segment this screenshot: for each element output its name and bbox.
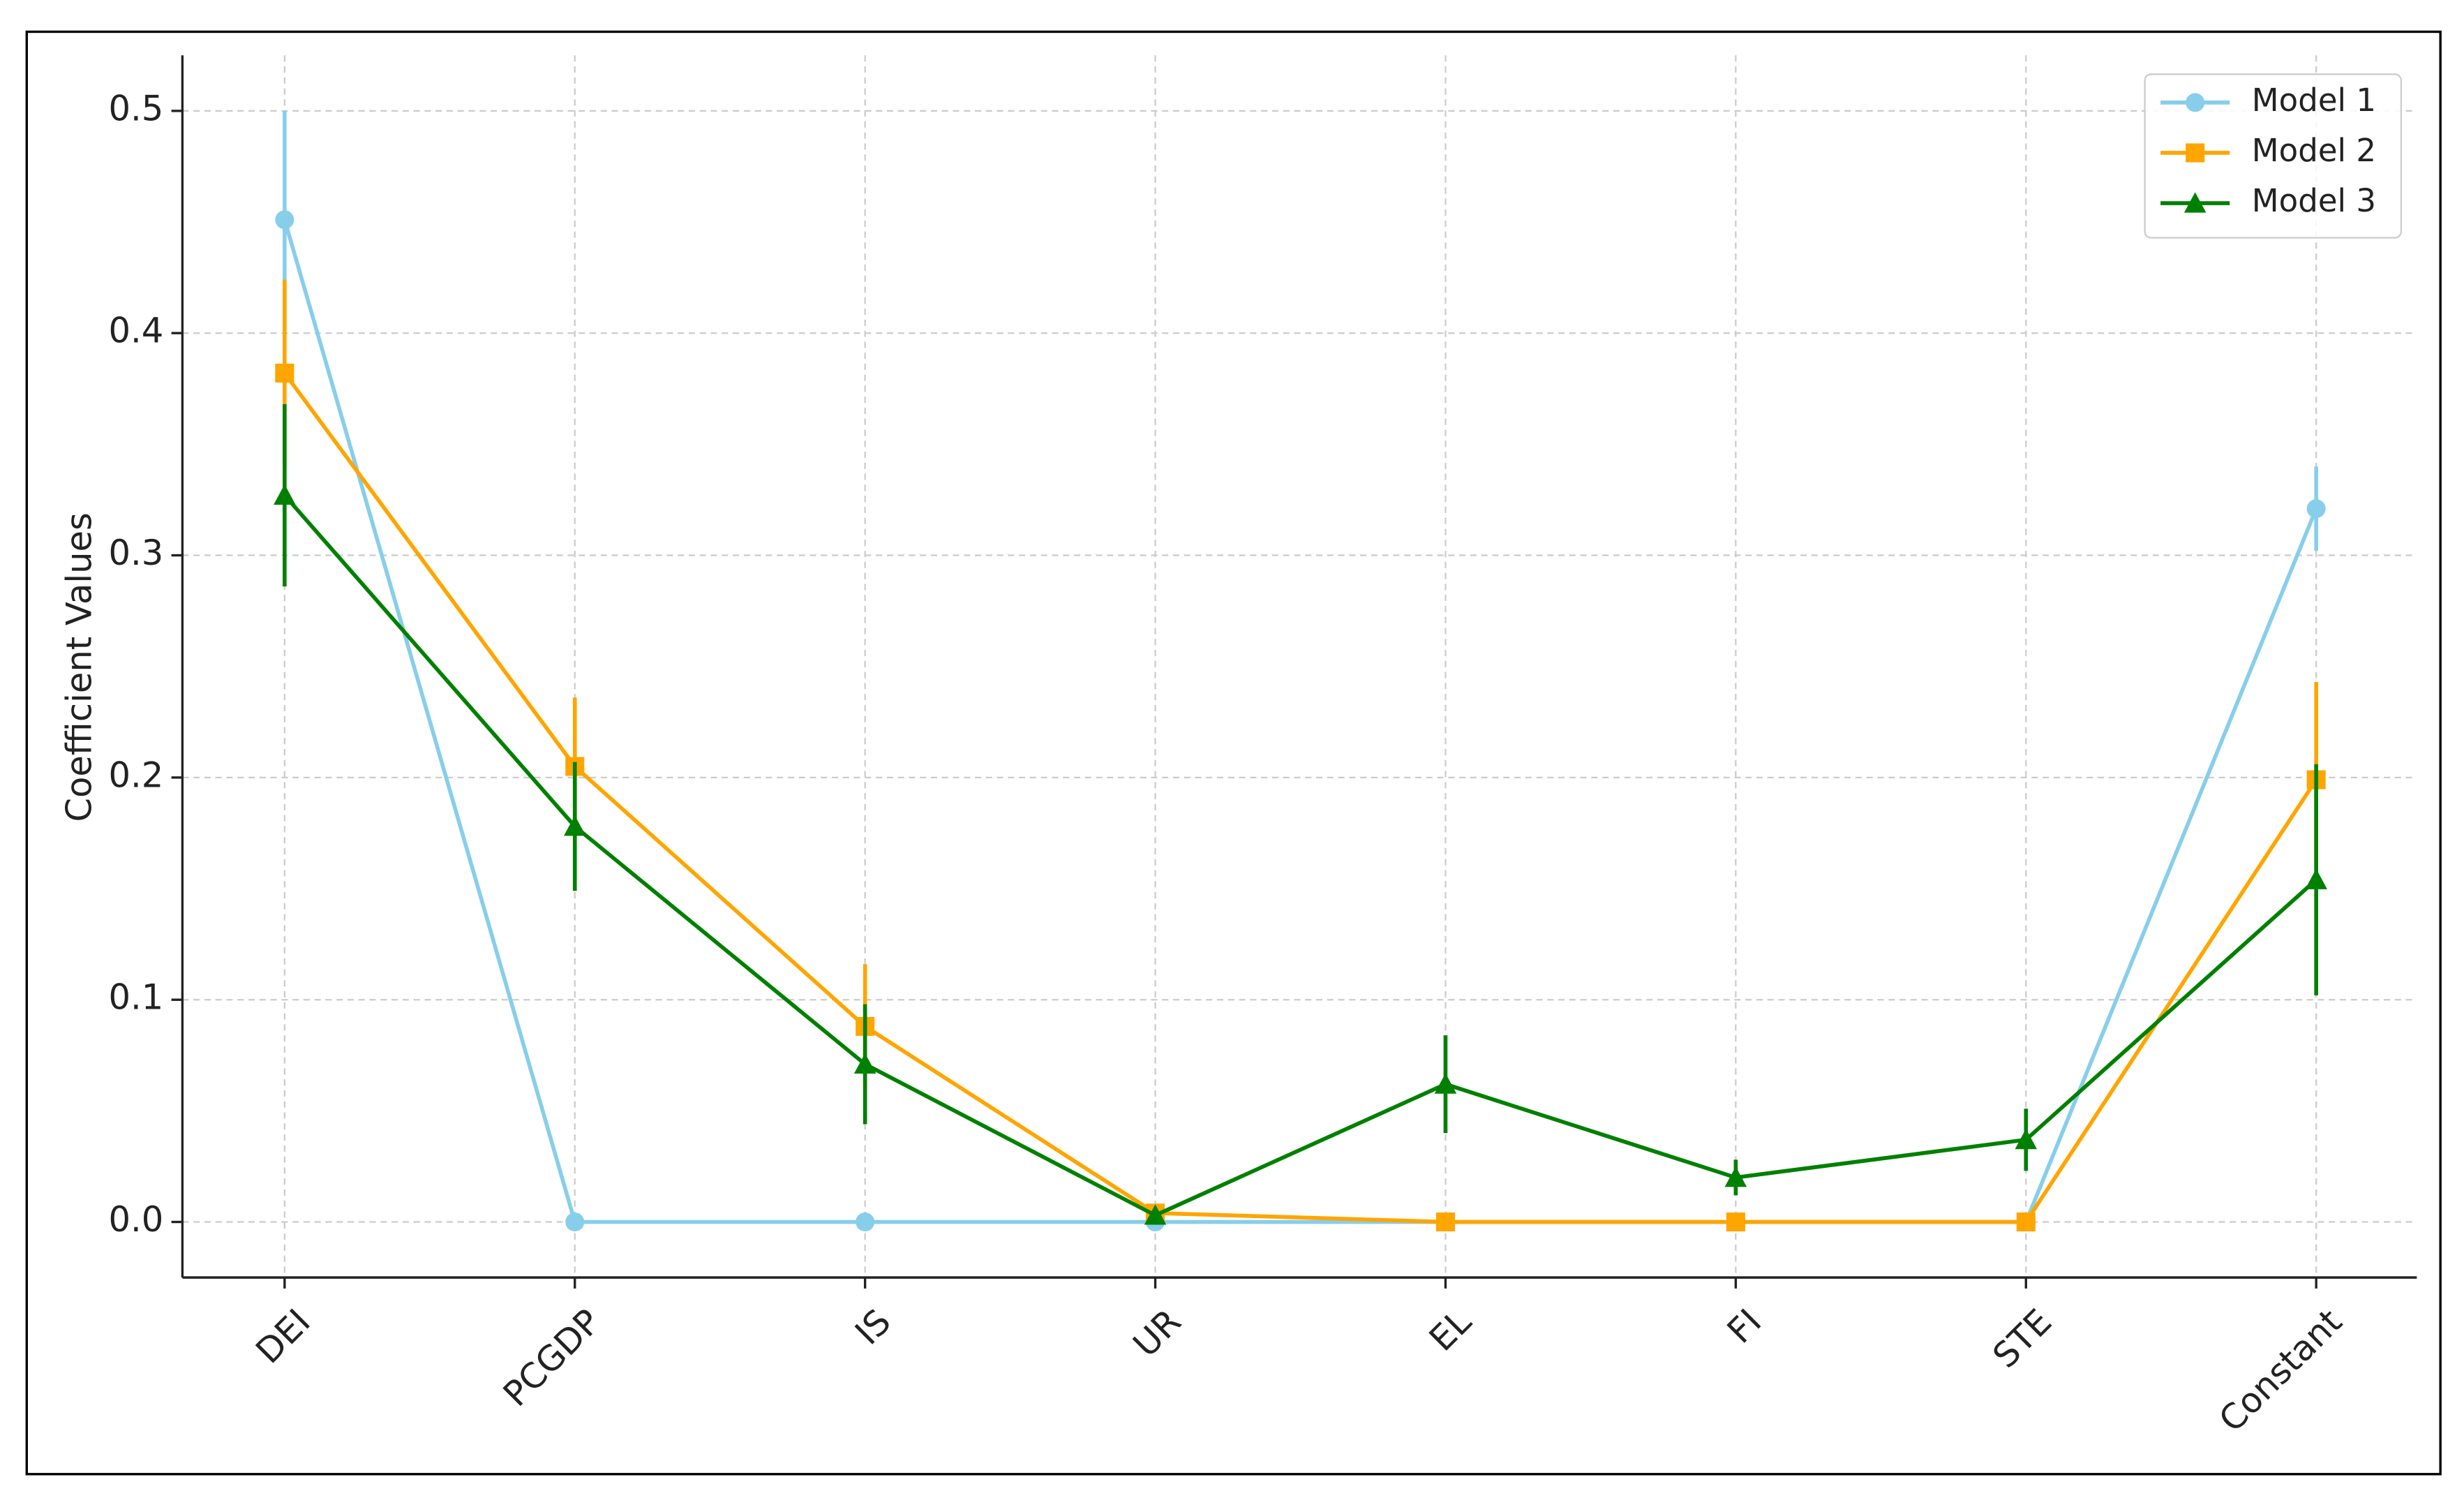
legend-label: Model 1 — [2252, 82, 2376, 119]
x-tick-label: STE — [1985, 1301, 2059, 1376]
x-tick-label: EL — [1421, 1301, 1479, 1359]
series-line — [283, 494, 2318, 1218]
marker — [563, 815, 586, 836]
x-tick-label: FI — [1719, 1301, 1770, 1351]
marker — [275, 363, 294, 383]
marker — [2305, 868, 2327, 889]
marker — [1434, 1073, 1457, 1094]
y-tick-label: 0.1 — [109, 977, 164, 1018]
marker — [1724, 1166, 1747, 1187]
series — [275, 279, 2326, 1232]
y-tick-label: 0.2 — [109, 755, 164, 795]
series — [274, 404, 2327, 1225]
marker — [2186, 93, 2205, 112]
marker — [2186, 143, 2205, 163]
marker — [853, 1053, 876, 1074]
marker — [2306, 499, 2326, 519]
marker — [274, 484, 296, 505]
y-tick-label: 0.3 — [109, 533, 164, 573]
x-tick-label: DEI — [248, 1301, 318, 1371]
marker — [1144, 1204, 1167, 1225]
series-line — [283, 371, 2318, 1224]
marker — [275, 210, 294, 230]
legend-box — [2144, 73, 2402, 239]
series — [275, 110, 2326, 1232]
x-tick-label: PCGDP — [495, 1301, 608, 1414]
y-tick-label: 0.5 — [109, 88, 164, 128]
y-tick-label: 0.0 — [109, 1199, 164, 1240]
marker — [1435, 1213, 1455, 1232]
marker — [2015, 1128, 2038, 1150]
legend-label: Model 3 — [2252, 182, 2376, 219]
x-tick-label: IS — [847, 1301, 899, 1353]
x-tick-label: UR — [1126, 1301, 1189, 1365]
series-line — [283, 219, 2318, 1224]
marker — [2016, 1213, 2036, 1232]
legend-label: Model 2 — [2252, 132, 2376, 169]
marker — [565, 1213, 585, 1232]
marker — [856, 1213, 875, 1232]
marker — [1726, 1213, 1745, 1232]
y-axis-label: Coefficient Values — [59, 512, 100, 822]
y-tick-label: 0.4 — [109, 311, 164, 351]
x-tick-label: Constant — [2211, 1301, 2350, 1440]
marker — [2183, 192, 2207, 213]
frame — [25, 30, 2442, 1476]
